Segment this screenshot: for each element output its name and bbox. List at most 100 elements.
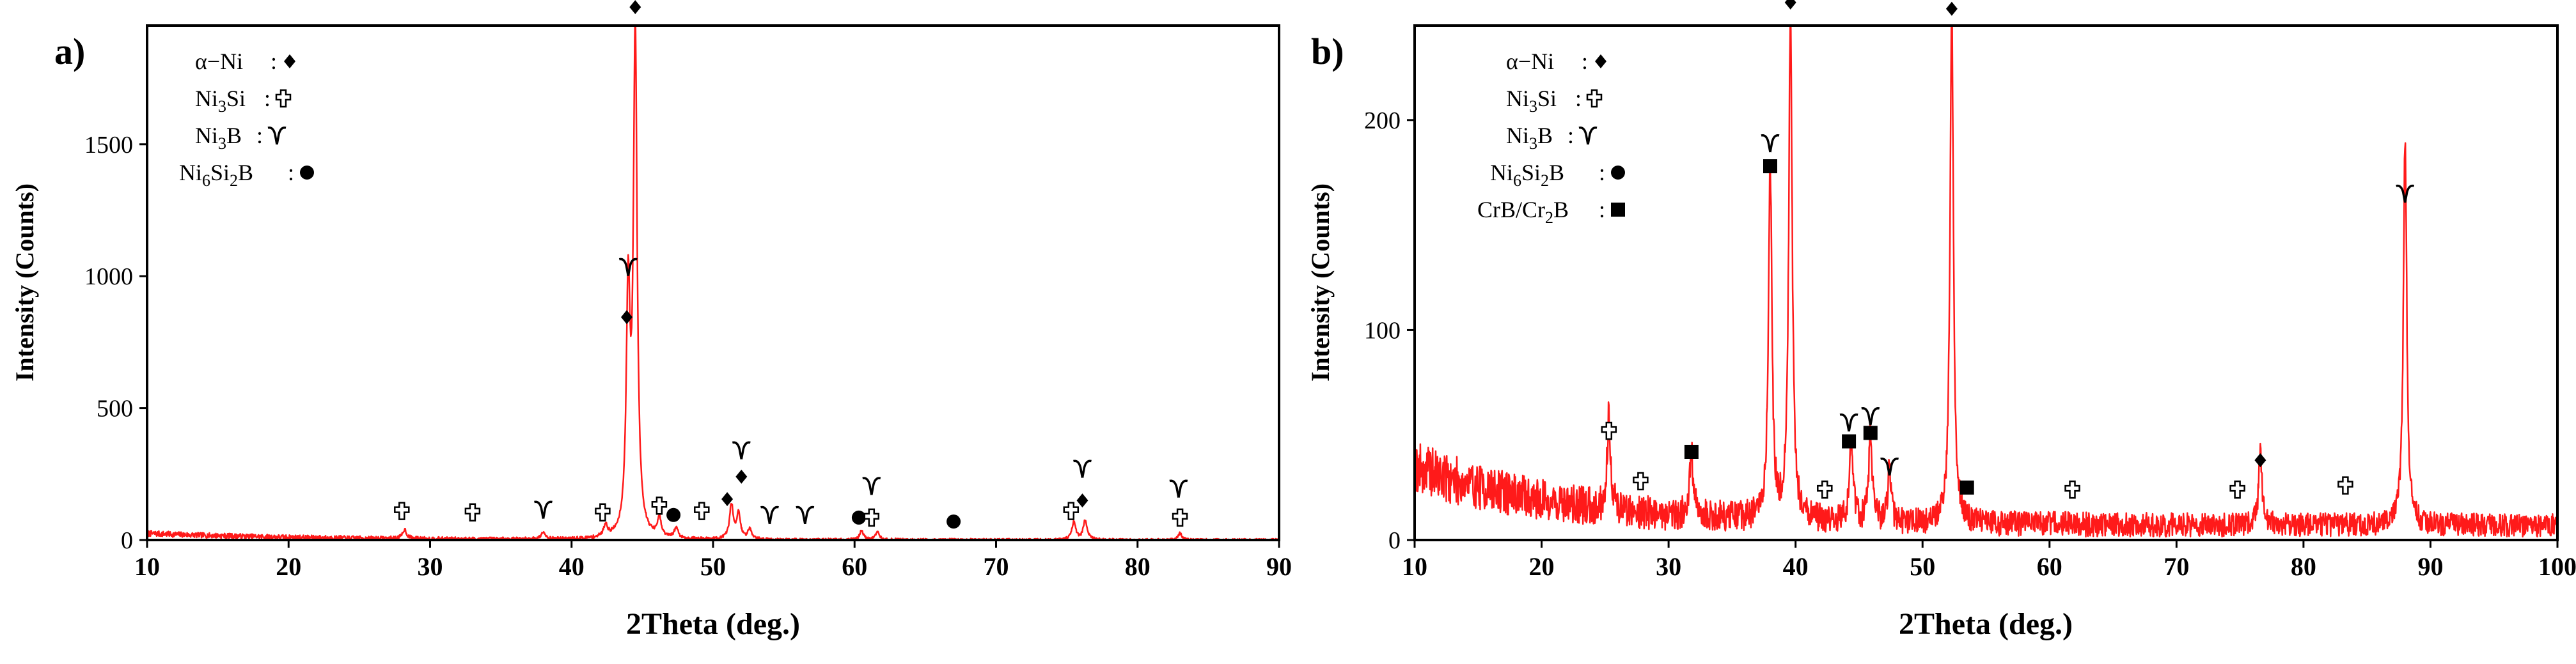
panel-b-x-tick-label: 50 [1910, 552, 1935, 581]
legend-label: Ni3B [195, 123, 242, 153]
cross-icon [275, 89, 292, 108]
panel-b-cross-marker [1633, 472, 1649, 491]
panel-b-pattern [1415, 26, 2557, 538]
svg-text::: : [288, 160, 294, 185]
panel-a-x-tick-label: 70 [984, 552, 1009, 581]
panel-b-x-tick-label: 90 [2417, 552, 2443, 581]
circle-icon [1611, 166, 1625, 180]
panel-b-xrd-line [1415, 26, 2557, 538]
panel-a-cross-marker [694, 502, 710, 520]
gamma-icon [267, 126, 287, 146]
panel-a-x-tick-label: 90 [1266, 552, 1292, 581]
panel-b-square-marker [1842, 434, 1857, 449]
panel-a-x-tick-label: 60 [842, 552, 867, 581]
panel-b-x-tick-label: 30 [1656, 552, 1681, 581]
panel-a-cross-marker [1172, 508, 1188, 527]
panel-b-square-marker [1684, 445, 1699, 459]
panel-a-cross-marker [863, 508, 880, 527]
panel-a-y-tick-label: 500 [97, 396, 133, 422]
panel-b-x-tick-label: 10 [1402, 552, 1427, 581]
panel-b-cross-marker [2229, 480, 2245, 499]
legend-label: Ni6Si2B [179, 160, 253, 190]
panel-b-square-marker [1863, 426, 1878, 440]
panel-a-cross-marker [394, 502, 410, 520]
panel-b-legend-ni3si: Ni3Si : [1506, 86, 1603, 116]
circle-icon [300, 166, 314, 180]
panel-b-cross-marker [2337, 476, 2353, 495]
panel-a-cross-marker [464, 503, 481, 521]
panel-a-legend-ni6si2b: Ni6Si2B : [179, 160, 314, 190]
panel-b-y-tick-label: 0 [1388, 527, 1401, 554]
panel-b-axes: 10 20 30 40 50 60 70 80 90 100 0 100 200 [1364, 107, 2576, 581]
panel-a-x-tick-label: 40 [559, 552, 585, 581]
svg-text::: : [1599, 197, 1605, 222]
panel-b-square-marker [1959, 480, 1974, 495]
panel-a-x-tick-label: 50 [700, 552, 726, 581]
panel-a-label: a) [54, 31, 85, 72]
panel-a-y-tick-label: 1000 [84, 263, 133, 290]
panel-b-x-axis-label: 2Theta (deg.) [1899, 607, 2073, 641]
legend-label: Ni3Si [1506, 86, 1557, 116]
panel-b: b) 10 20 30 40 50 60 70 80 90 100 0 100 200 2Theta (… [1306, 0, 2576, 641]
panel-b-legend-ni3b: Ni3B : [1506, 123, 1598, 153]
svg-text::: : [1575, 86, 1582, 111]
panel-a-gamma-marker [1072, 459, 1093, 479]
panel-b-diamond-marker [1945, 1, 1958, 16]
svg-text::: : [271, 49, 277, 74]
panel-a-legend-ni3si: Ni3Si : [195, 86, 292, 116]
panel-a-x-tick-label: 10 [134, 552, 160, 581]
legend-label: CrB/Cr2B [1477, 197, 1569, 227]
panel-b-cross-marker [1601, 421, 1617, 440]
panel-b-x-tick-label: 20 [1529, 552, 1555, 581]
gamma-icon [1578, 126, 1598, 146]
panel-a-y-axis-label: Intensity (Counts) [10, 183, 39, 382]
svg-text::: : [256, 123, 263, 148]
panel-b-x-tick-label: 100 [2538, 552, 2576, 581]
panel-a-gamma-marker [759, 506, 780, 525]
panel-b-y-axis-label: Intensity (Counts) [1306, 183, 1335, 382]
panel-b-legend: α−Ni : Ni3Si : Ni3B : Ni6Si2B : CrB/Cr2B [1477, 49, 1625, 227]
panel-b-gamma-marker [1760, 134, 1780, 153]
panel-b-diamond-marker [1784, 0, 1796, 10]
panel-b-x-tick-label: 80 [2291, 552, 2316, 581]
panel-a-pattern [147, 26, 1279, 540]
legend-label: Ni3Si [195, 86, 246, 116]
panel-b-label: b) [1311, 31, 1344, 72]
panel-a-gamma-marker [861, 477, 882, 497]
legend-label: Ni6Si2B [1490, 160, 1564, 190]
svg-text::: : [1599, 160, 1605, 185]
panel-b-square-marker [1763, 159, 1777, 174]
panel-a-legend: α−Ni : Ni3Si : Ni3B : Ni6Si2B : [179, 49, 314, 190]
legend-label: α−Ni [1506, 49, 1554, 74]
svg-text::: : [1582, 49, 1588, 74]
legend-label: Ni3B [1506, 123, 1553, 153]
panel-a-legend-alpha-ni: α−Ni : [195, 49, 295, 74]
panel-b-gamma-marker [1839, 413, 1859, 433]
panel-a-x-tick-label: 80 [1125, 552, 1151, 581]
svg-text::: : [264, 86, 271, 111]
panel-a-diamond-marker [629, 0, 641, 15]
panel-a-y-tick-label: 1500 [84, 132, 133, 158]
panel-a-gamma-marker [731, 441, 752, 461]
legend-label: α−Ni [195, 49, 243, 74]
diamond-icon [284, 54, 295, 68]
panel-b-diamond-marker [2254, 453, 2266, 468]
panel-b-y-tick-label: 200 [1364, 107, 1401, 134]
panel-a-x-axis-label: 2Theta (deg.) [626, 607, 800, 641]
diamond-icon [1595, 54, 1606, 68]
panel-b-x-tick-label: 70 [2164, 552, 2189, 581]
svg-text::: : [1567, 123, 1574, 148]
square-icon [1611, 203, 1625, 217]
panel-b-x-tick-label: 60 [2037, 552, 2062, 581]
panel-a-phase-markers [394, 0, 1189, 529]
panel-b-x-tick-label: 40 [1783, 552, 1809, 581]
panel-a-cross-marker [1063, 502, 1080, 520]
panel-b-plot-frame [1413, 24, 2559, 541]
panel-b-legend-alpha-ni: α−Ni : [1506, 49, 1606, 74]
panel-a-xrd-line [147, 26, 1279, 540]
panel-b-legend-crb-cr2b: CrB/Cr2B : [1477, 197, 1625, 227]
panel-b-gamma-marker [1860, 407, 1881, 426]
panel-a-axes: 10 20 30 40 50 60 70 80 90 0 500 1000 1500 [84, 132, 1292, 581]
panel-a-cross-marker [651, 497, 668, 515]
